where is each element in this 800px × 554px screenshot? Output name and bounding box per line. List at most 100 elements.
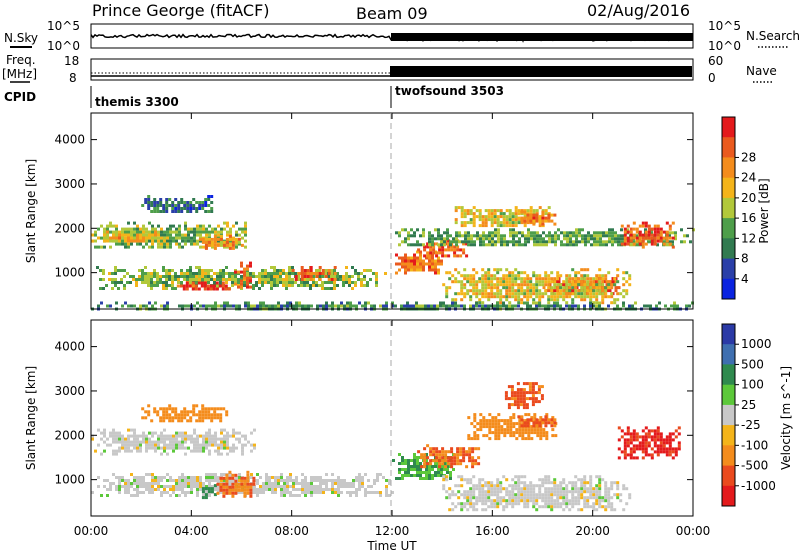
- power-data-cell: [202, 304, 205, 308]
- velocity-data-cell: [668, 450, 672, 454]
- power-data-cell: [330, 278, 334, 281]
- velocity-data-cell: [623, 447, 627, 451]
- power-data-cell: [416, 250, 419, 254]
- velocity-data-cell: [201, 490, 205, 494]
- velocity-data-cell: [456, 453, 460, 457]
- velocity-data-cell: [204, 410, 208, 414]
- power-data-cell: [181, 245, 184, 249]
- velocity-data-cell: [484, 481, 488, 485]
- velocity-data-cell: [520, 490, 524, 494]
- power-data-cell: [133, 239, 136, 243]
- velocity-data-cell: [358, 479, 361, 482]
- velocity-data-cell: [445, 490, 449, 494]
- velocity-data-cell: [428, 468, 431, 471]
- velocity-data-cell: [505, 490, 509, 494]
- power-data-cell: [574, 283, 578, 287]
- velocity-data-cell: [241, 443, 244, 447]
- velocity-data-cell: [286, 479, 289, 482]
- power-data-cell: [404, 228, 407, 232]
- velocity-data-cell: [145, 488, 148, 491]
- velocity-data-cell: [244, 434, 247, 438]
- velocity-data-cell: [471, 447, 475, 451]
- velocity-data-cell: [462, 447, 466, 451]
- power-data-cell: [218, 284, 222, 288]
- velocity-data-cell: [508, 484, 512, 488]
- velocity-data-cell: [472, 505, 476, 509]
- velocity-data-cell: [349, 485, 352, 488]
- velocity-data-cell: [544, 418, 548, 422]
- velocity-data-cell: [595, 493, 599, 497]
- velocity-data-cell: [217, 443, 220, 447]
- power-data-cell: [166, 242, 169, 246]
- power-data-cell: [556, 295, 560, 299]
- velocity-data-cell: [509, 416, 513, 420]
- velocity-data-cell: [620, 450, 624, 454]
- power-data-cell: [478, 218, 482, 222]
- velocity-data-cell: [166, 491, 169, 494]
- power-data-cell: [518, 237, 521, 241]
- velocity-data-cell: [136, 479, 139, 482]
- velocity-data-cell: [553, 505, 557, 509]
- velocity-data-cell: [547, 490, 551, 494]
- power-data-cell: [602, 240, 605, 244]
- power-data-cell: [449, 243, 452, 247]
- power-data-cell: [198, 278, 201, 281]
- velocity-data-cell: [172, 449, 175, 453]
- power-data-cell: [481, 292, 485, 296]
- power-data-cell: [607, 271, 611, 275]
- power-data-cell: [273, 275, 276, 278]
- velocity-data-cell: [471, 459, 475, 463]
- power-data-cell: [172, 224, 175, 228]
- noise-search-fill: [391, 33, 693, 41]
- power-data-cell: [611, 228, 614, 232]
- velocity-data-cell: [355, 494, 358, 497]
- velocity-data-cell: [453, 459, 457, 463]
- power-data-cell: [282, 278, 285, 281]
- power-data-cell: [234, 269, 237, 272]
- velocity-data-cell: [589, 490, 593, 494]
- velocity-data-cell: [677, 441, 681, 445]
- velocity-data-cell: [241, 446, 244, 450]
- velocity-data-cell: [331, 485, 334, 488]
- velocity-data-cell: [534, 400, 538, 404]
- velocity-data-cell: [440, 465, 443, 468]
- velocity-data-cell: [112, 437, 115, 441]
- velocity-data-cell: [103, 479, 106, 482]
- power-data-cell: [185, 281, 189, 285]
- power-data-cell: [190, 230, 193, 234]
- power-data-cell: [638, 224, 642, 228]
- power-data-cell: [668, 240, 671, 244]
- power-data-cell: [147, 204, 151, 207]
- velocity-data-cell: [256, 473, 259, 476]
- power-data-cell: [213, 272, 216, 275]
- velocity-data-cell: [506, 431, 510, 435]
- velocity-data-cell: [121, 443, 124, 447]
- power-data-cell: [514, 280, 518, 284]
- velocity-data-cell: [234, 491, 238, 495]
- velocity-data-cell: [478, 481, 482, 485]
- power-data-cell: [450, 245, 454, 249]
- power-data-cell: [569, 234, 572, 238]
- velocity-data-cell: [133, 479, 136, 482]
- power-data-cell: [541, 304, 544, 308]
- velocity-data-cell: [583, 490, 587, 494]
- velocity-data-cell: [202, 434, 205, 438]
- power-data-cell: [303, 281, 306, 284]
- power-data-cell: [490, 209, 494, 213]
- velocity-data-cell: [253, 491, 256, 494]
- velocity-data-cell: [419, 471, 422, 474]
- velocity-data-cell: [237, 485, 241, 489]
- power-data-cell: [574, 295, 578, 299]
- power-data-cell: [199, 304, 202, 308]
- velocity-data-cell: [208, 482, 211, 485]
- velocity-data-cell: [504, 394, 508, 398]
- velocity-data-cell: [156, 410, 160, 414]
- power-data-cell: [407, 234, 410, 238]
- velocity-data-cell: [526, 502, 530, 506]
- power-data-cell: [676, 304, 679, 308]
- power-data-cell: [354, 284, 357, 287]
- velocity-data-cell: [525, 391, 529, 395]
- velocity-data-cell: [656, 432, 660, 436]
